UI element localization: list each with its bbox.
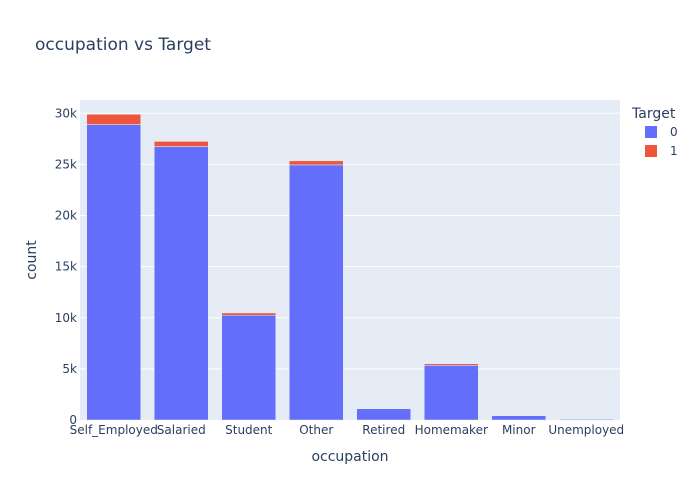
x-tick-label-Self_Employed: Self_Employed	[70, 423, 158, 437]
y-tick-label-20000: 20k	[55, 209, 77, 223]
legend-label-1: 1	[670, 144, 678, 158]
y-tick-label-15000: 15k	[55, 260, 77, 274]
x-tick-label-Unemployed: Unemployed	[548, 423, 624, 437]
bar-Self_Employed-target-1	[86, 114, 141, 125]
y-axis-title: count	[24, 240, 40, 280]
bar-Student-target-0	[221, 314, 276, 421]
bar-Self_Employed-target-0	[86, 124, 141, 421]
bar-Homemaker-target-1	[424, 363, 479, 366]
legend-swatch-1	[645, 145, 657, 157]
chart-title: occupation vs Target	[35, 35, 211, 55]
bar-Homemaker-target-0	[424, 365, 479, 421]
y-tick-label-30000: 30k	[55, 106, 77, 120]
legend-title: Target	[631, 106, 676, 122]
legend-label-0: 0	[670, 125, 678, 139]
x-tick-label-Student: Student	[225, 423, 273, 437]
bars	[86, 114, 614, 421]
bar-Retired-target-0	[356, 408, 411, 421]
x-tick-label-Retired: Retired	[362, 423, 405, 437]
bar-Salaried-target-0	[154, 146, 209, 421]
y-tick-label-25000: 25k	[55, 157, 77, 171]
legend: Target 0 1	[631, 106, 678, 158]
legend-swatch-0	[645, 126, 657, 138]
x-tick-label-Salaried: Salaried	[157, 423, 206, 437]
bar-Student-target-1	[221, 312, 276, 316]
bar-Salaried-target-1	[154, 141, 209, 147]
y-tick-label-5000: 5k	[62, 362, 77, 376]
x-tick-label-Other: Other	[299, 423, 333, 437]
y-tick-label-0: 0	[69, 413, 77, 427]
bar-Other-target-0	[289, 164, 344, 421]
y-tick-labels: 0 5k 10k 15k 20k 25k 30k	[55, 106, 77, 427]
x-axis-title: occupation	[311, 449, 388, 465]
bar-Other-target-1	[289, 160, 344, 166]
x-tick-label-Homemaker: Homemaker	[415, 423, 488, 437]
x-tick-label-Minor: Minor	[502, 423, 536, 437]
y-tick-label-10000: 10k	[55, 311, 77, 325]
bar-Minor-target-0	[491, 415, 546, 421]
